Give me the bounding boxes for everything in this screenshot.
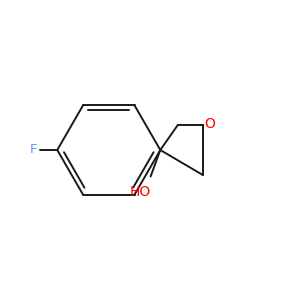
Text: HO: HO <box>130 185 151 199</box>
Text: F: F <box>30 143 38 157</box>
Text: O: O <box>204 117 215 131</box>
